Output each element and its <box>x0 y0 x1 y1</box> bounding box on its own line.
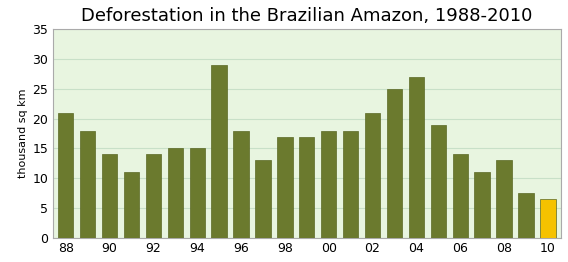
Y-axis label: thousand sq km: thousand sq km <box>18 89 28 178</box>
Bar <box>102 154 117 238</box>
Bar <box>190 149 205 238</box>
Bar <box>519 193 534 238</box>
Bar <box>299 137 315 238</box>
Bar <box>211 65 227 238</box>
Bar <box>124 172 139 238</box>
Bar <box>496 160 512 238</box>
Bar <box>387 89 402 238</box>
Bar <box>540 199 556 238</box>
Bar <box>365 113 380 238</box>
Bar <box>233 130 249 238</box>
Bar <box>80 130 95 238</box>
Title: Deforestation in the Brazilian Amazon, 1988-2010: Deforestation in the Brazilian Amazon, 1… <box>81 7 532 25</box>
Bar <box>277 137 293 238</box>
Bar <box>409 77 424 238</box>
Bar <box>255 160 270 238</box>
Bar <box>474 172 490 238</box>
Bar <box>453 154 468 238</box>
Bar <box>343 130 358 238</box>
Bar <box>168 149 183 238</box>
Bar <box>145 154 161 238</box>
Bar <box>58 113 73 238</box>
Bar <box>431 125 446 238</box>
Bar <box>321 130 336 238</box>
